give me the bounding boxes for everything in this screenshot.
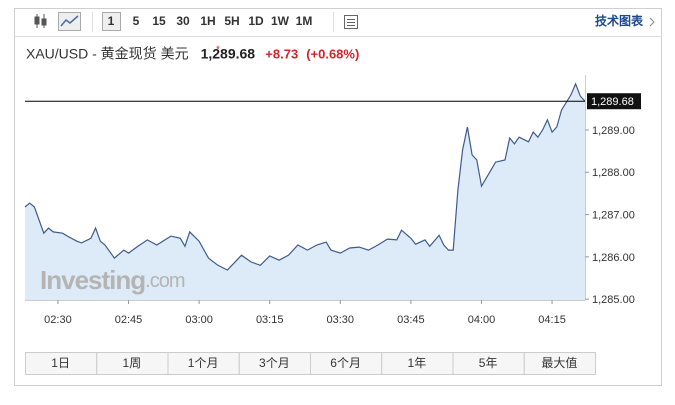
range-button[interactable] — [523, 352, 596, 375]
range-label[interactable]: 1日 — [51, 356, 70, 370]
x-tick-label: 03:15 — [256, 314, 284, 326]
last-price-label: 1,289.68 — [591, 96, 634, 108]
interval[interactable]: 1 — [108, 14, 115, 28]
range-label[interactable]: 1个月 — [188, 356, 219, 370]
range-label[interactable]: 3个月 — [259, 356, 290, 370]
y-tick-label: 1,287.00 — [592, 209, 635, 221]
plot: 1,289.68 1,285.00 1,286.00 1,287.00 1,288.00… — [24, 75, 641, 326]
range-buttons: 1日 1周 1个月 3个月 6个月 1年 5年 最大值 — [25, 352, 596, 375]
interval[interactable]: 1D — [248, 14, 264, 28]
x-tick-label: 02:30 — [44, 314, 72, 326]
interval[interactable]: 5 — [133, 14, 140, 28]
symbol: XAU/USD - 黄金现货 美元 — [26, 46, 189, 62]
interval[interactable]: 15 — [152, 14, 166, 28]
y-tick-label: 1,288.00 — [592, 167, 635, 179]
x-tick-label: 04:00 — [468, 314, 496, 326]
interval[interactable]: 5H — [224, 14, 239, 28]
watermark: Investing.com — [40, 265, 185, 295]
price: 1,289.68 — [201, 46, 256, 62]
dot: * — [216, 45, 220, 56]
interval-selected — [102, 12, 121, 31]
watermark-brand: Investing — [40, 265, 145, 295]
interval[interactable]: 1M — [296, 14, 313, 28]
area — [25, 83, 585, 301]
x-tick-label: 03:30 — [327, 314, 355, 326]
last-price-box — [587, 93, 641, 110]
range-label[interactable]: 1年 — [408, 356, 427, 370]
chevron — [649, 17, 655, 27]
watermark-suffix: .com — [145, 270, 185, 292]
line-icon[interactable] — [58, 12, 81, 31]
interval[interactable]: 1W — [271, 14, 290, 28]
x-tick-label: 03:00 — [185, 314, 213, 326]
range-label[interactable]: 5年 — [479, 356, 498, 370]
x-tick-label: 04:15 — [538, 314, 566, 326]
price-line — [24, 82, 586, 271]
y-tick-label: 1,286.00 — [592, 252, 635, 264]
x-tick-label: 02:45 — [115, 314, 143, 326]
intervals: 1 5 15 30 1H 5H 1D 1W 1M — [108, 14, 313, 28]
change-pct: (+0.68%) — [306, 46, 359, 61]
change: +8.73 — [265, 46, 298, 61]
tech-chart-link[interactable]: 技术图表 — [595, 13, 644, 28]
interval[interactable]: 30 — [176, 14, 190, 28]
y-tick-label: 1,285.00 — [592, 294, 635, 306]
y-tick-label: 1,289.00 — [592, 125, 635, 137]
x-tick-label: 03:45 — [397, 314, 425, 326]
range-label[interactable]: 1周 — [123, 356, 142, 370]
settings-icon[interactable] — [344, 15, 358, 29]
range-label[interactable]: 6个月 — [330, 356, 361, 370]
range-label[interactable]: 最大值 — [541, 355, 577, 370]
interval[interactable]: 1H — [200, 14, 215, 28]
candle-icon[interactable] — [34, 14, 47, 28]
